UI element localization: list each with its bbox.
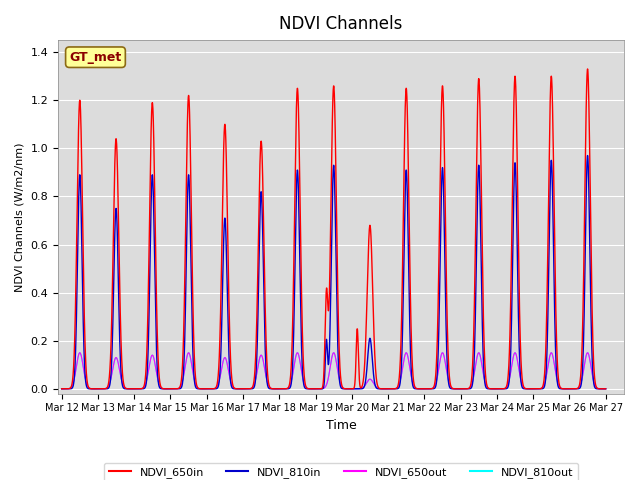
Text: GT_met: GT_met bbox=[69, 51, 122, 64]
NDVI_650out bbox=[602, 386, 609, 392]
NDVI_650out bbox=[290, 363, 298, 369]
NDVI_810in bbox=[58, 386, 65, 392]
NDVI_810in bbox=[532, 386, 540, 392]
NDVI_650in bbox=[58, 386, 65, 392]
NDVI_650in bbox=[584, 66, 591, 72]
NDVI_650in bbox=[602, 386, 609, 392]
NDVI_810out bbox=[267, 385, 275, 391]
NDVI_650out bbox=[120, 384, 128, 389]
NDVI_650out bbox=[58, 386, 65, 392]
NDVI_810out bbox=[532, 386, 540, 392]
Line: NDVI_810in: NDVI_810in bbox=[61, 156, 605, 389]
NDVI_810in bbox=[584, 153, 591, 158]
NDVI_650out bbox=[76, 350, 84, 356]
NDVI_810in bbox=[266, 386, 274, 392]
NDVI_810in bbox=[290, 322, 298, 327]
NDVI_650out bbox=[532, 386, 540, 392]
NDVI_810out bbox=[591, 383, 599, 388]
NDVI_650out bbox=[152, 368, 160, 373]
NDVI_650out bbox=[591, 383, 599, 388]
NDVI_810in bbox=[152, 328, 160, 334]
NDVI_810out bbox=[76, 350, 84, 356]
NDVI_650in bbox=[266, 385, 274, 391]
Legend: NDVI_650in, NDVI_810in, NDVI_650out, NDVI_810out: NDVI_650in, NDVI_810in, NDVI_650out, NDV… bbox=[104, 463, 578, 480]
NDVI_810out bbox=[58, 386, 65, 392]
NDVI_810out bbox=[152, 368, 160, 373]
Line: NDVI_650out: NDVI_650out bbox=[61, 353, 605, 389]
NDVI_810out bbox=[120, 384, 128, 389]
NDVI_650out bbox=[267, 385, 275, 391]
NDVI_810in bbox=[591, 385, 599, 391]
Title: NDVI Channels: NDVI Channels bbox=[279, 15, 403, 33]
X-axis label: Time: Time bbox=[326, 419, 356, 432]
NDVI_810out bbox=[602, 386, 609, 392]
Y-axis label: NDVI Channels (W/m2/nm): NDVI Channels (W/m2/nm) bbox=[15, 142, 25, 292]
Line: NDVI_650in: NDVI_650in bbox=[61, 69, 605, 389]
NDVI_650in bbox=[152, 270, 160, 276]
NDVI_810in bbox=[602, 386, 609, 392]
NDVI_810out bbox=[290, 363, 298, 369]
NDVI_650in bbox=[290, 258, 298, 264]
NDVI_650in bbox=[591, 380, 599, 385]
NDVI_650in bbox=[532, 386, 540, 392]
NDVI_650in bbox=[120, 381, 127, 387]
NDVI_810in bbox=[120, 385, 127, 391]
NDVI_810in bbox=[384, 386, 392, 392]
Line: NDVI_810out: NDVI_810out bbox=[61, 353, 605, 389]
